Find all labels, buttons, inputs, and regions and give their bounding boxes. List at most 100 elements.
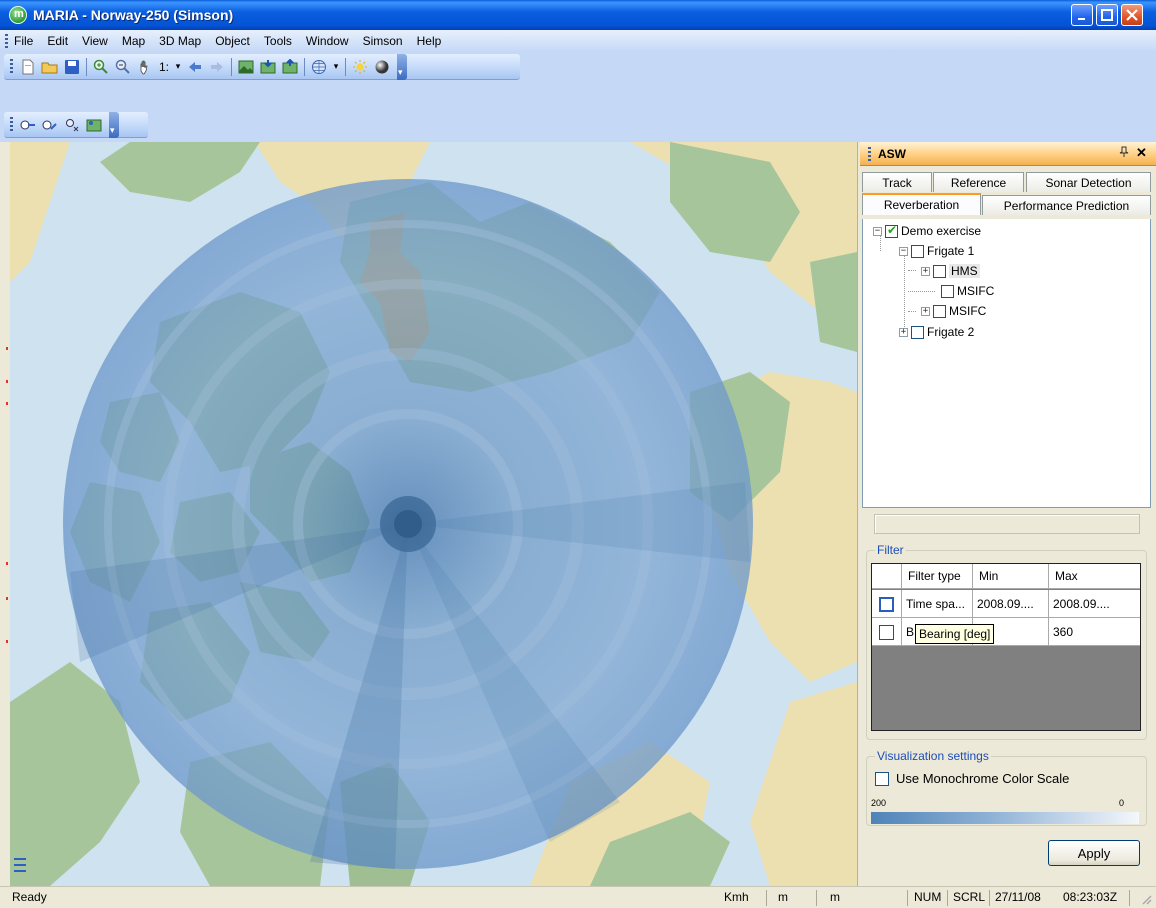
tab-reverberation[interactable]: Reverberation	[862, 193, 981, 215]
export-map-icon[interactable]	[279, 56, 301, 78]
tab-track[interactable]: Track	[862, 172, 932, 192]
import-map-icon[interactable]	[257, 56, 279, 78]
tree-item-msifc-1[interactable]: MSIFC	[941, 282, 994, 300]
remove-search-icon[interactable]	[61, 114, 83, 136]
asw-grip[interactable]	[868, 147, 871, 161]
save-icon[interactable]	[61, 56, 83, 78]
tab-sonar-detection[interactable]: Sonar Detection	[1026, 172, 1151, 192]
toolbar-grip[interactable]	[10, 58, 13, 75]
table-row[interactable]	[872, 618, 902, 646]
map-menu-icon[interactable]	[12, 853, 34, 879]
menu-simson[interactable]: Simson	[362, 34, 403, 48]
tree-item-msifc-2[interactable]: + MSIFC	[921, 302, 986, 320]
scale-label[interactable]: 1:	[159, 59, 170, 74]
close-button[interactable]	[1121, 4, 1143, 26]
menu-edit[interactable]: Edit	[47, 34, 69, 48]
menu-file[interactable]: File	[14, 34, 34, 48]
map-drawing	[10, 142, 857, 886]
new-file-icon[interactable]	[17, 56, 39, 78]
msifc-checkbox[interactable]	[933, 304, 946, 318]
status-ready: Ready	[12, 890, 47, 904]
col-max[interactable]: Max	[1049, 564, 1140, 589]
menu-bar: File Edit View Map 3D Map Object Tools W…	[0, 30, 1156, 52]
tab-reference[interactable]: Reference	[933, 172, 1024, 192]
menu-3d-map[interactable]: 3D Map	[159, 34, 202, 48]
filter-grid[interactable]: Filter type Min Max Time spa... 2008.09.…	[871, 563, 1141, 731]
tree-item-demo-exercise[interactable]: − Demo exercise	[873, 222, 981, 240]
secondary-toolbar	[4, 111, 148, 138]
table-row[interactable]	[872, 590, 902, 618]
row-1-min[interactable]: 2008.09....	[973, 590, 1049, 618]
menu-view[interactable]: View	[82, 34, 108, 48]
expand-icon[interactable]: +	[899, 326, 908, 337]
open-folder-icon[interactable]	[39, 56, 61, 78]
collapse-icon[interactable]: −	[873, 225, 882, 236]
asw-panel: ASW ✕ Track Reference Sonar Detection Re…	[857, 142, 1156, 886]
menu-window[interactable]: Window	[305, 34, 349, 48]
map-image-icon[interactable]	[235, 56, 257, 78]
tab-performance-prediction[interactable]: Performance Prediction	[982, 195, 1151, 215]
collapse-icon[interactable]: −	[899, 245, 908, 256]
toolbar2-overflow-button[interactable]	[109, 111, 119, 138]
col-min[interactable]: Min	[973, 564, 1049, 589]
menu-help[interactable]: Help	[416, 34, 442, 48]
row-1-type[interactable]: Time spa...	[902, 590, 973, 618]
progress-bar	[874, 514, 1140, 534]
expand-icon[interactable]: +	[921, 265, 930, 276]
maximize-icon	[1101, 9, 1113, 21]
row-2-max[interactable]: 360	[1049, 618, 1140, 646]
zoom-out-icon[interactable]	[112, 56, 134, 78]
minimize-button[interactable]	[1071, 4, 1093, 26]
resize-grip-icon[interactable]	[1140, 893, 1152, 905]
color-scale-bar	[871, 812, 1139, 824]
toolbar-overflow-button[interactable]	[397, 53, 408, 80]
status-scrl: SCRL	[953, 890, 986, 904]
track-edit-icon[interactable]	[39, 114, 61, 136]
demo-exercise-checkbox[interactable]	[885, 223, 898, 238]
sun-icon[interactable]	[349, 56, 371, 78]
toolbar2-grip[interactable]	[10, 116, 13, 133]
status-unit-1: m	[778, 890, 788, 904]
scale-dropdown-icon[interactable]: ▾	[175, 61, 181, 71]
asw-panel-header[interactable]: ASW ✕	[860, 142, 1156, 166]
row-1-max[interactable]: 2008.09....	[1049, 590, 1140, 618]
map-canvas[interactable]	[10, 142, 857, 886]
maximize-button[interactable]	[1096, 4, 1118, 26]
monochrome-option[interactable]: Use Monochrome Color Scale	[875, 771, 1069, 786]
menu-object[interactable]: Object	[215, 34, 250, 48]
apply-button[interactable]: Apply	[1048, 840, 1140, 866]
globe-dropdown-icon[interactable]: ▾	[333, 61, 339, 71]
exercise-tree[interactable]: − Demo exercise − Frigate 1 + HMS MSIFC …	[862, 219, 1151, 508]
forward-arrow-icon[interactable]	[206, 56, 228, 78]
pan-hand-icon[interactable]	[134, 56, 156, 78]
menu-map[interactable]: Map	[121, 34, 146, 48]
asw-close-icon[interactable]: ✕	[1136, 145, 1147, 160]
menu-grip[interactable]	[5, 34, 8, 48]
row-1-checkbox[interactable]	[879, 597, 894, 612]
title-bar[interactable]: m MARIA - Norway-250 (Simson)	[0, 0, 1156, 30]
close-icon	[1126, 9, 1138, 21]
frigate-2-checkbox[interactable]	[911, 325, 924, 339]
back-arrow-icon[interactable]	[184, 56, 206, 78]
expand-icon[interactable]: +	[921, 305, 930, 316]
moon-sphere-icon[interactable]	[371, 56, 393, 78]
toolbar-row-1: 1: ▾ ▾	[0, 52, 1156, 80]
col-filter-type[interactable]: Filter type	[902, 564, 973, 589]
app-icon[interactable]: m	[9, 6, 27, 24]
zoom-in-icon[interactable]	[90, 56, 112, 78]
tree-item-frigate-1[interactable]: − Frigate 1	[899, 242, 974, 260]
bearing-tooltip: Bearing [deg]	[915, 624, 995, 644]
track-tool-icon[interactable]	[17, 114, 39, 136]
tree-label: Demo exercise	[901, 224, 982, 238]
menu-tools[interactable]: Tools	[263, 34, 292, 48]
pin-icon[interactable]	[1118, 146, 1130, 161]
frigate-1-checkbox[interactable]	[911, 244, 924, 258]
row-2-checkbox[interactable]	[879, 625, 894, 640]
msifc-checkbox[interactable]	[941, 284, 954, 298]
hms-checkbox[interactable]	[933, 264, 946, 278]
tree-item-hms[interactable]: + HMS	[921, 262, 980, 280]
monochrome-checkbox[interactable]	[875, 771, 889, 786]
tree-item-frigate-2[interactable]: + Frigate 2	[899, 323, 974, 341]
globe-icon[interactable]	[308, 56, 330, 78]
map-layer-icon[interactable]	[83, 114, 105, 136]
